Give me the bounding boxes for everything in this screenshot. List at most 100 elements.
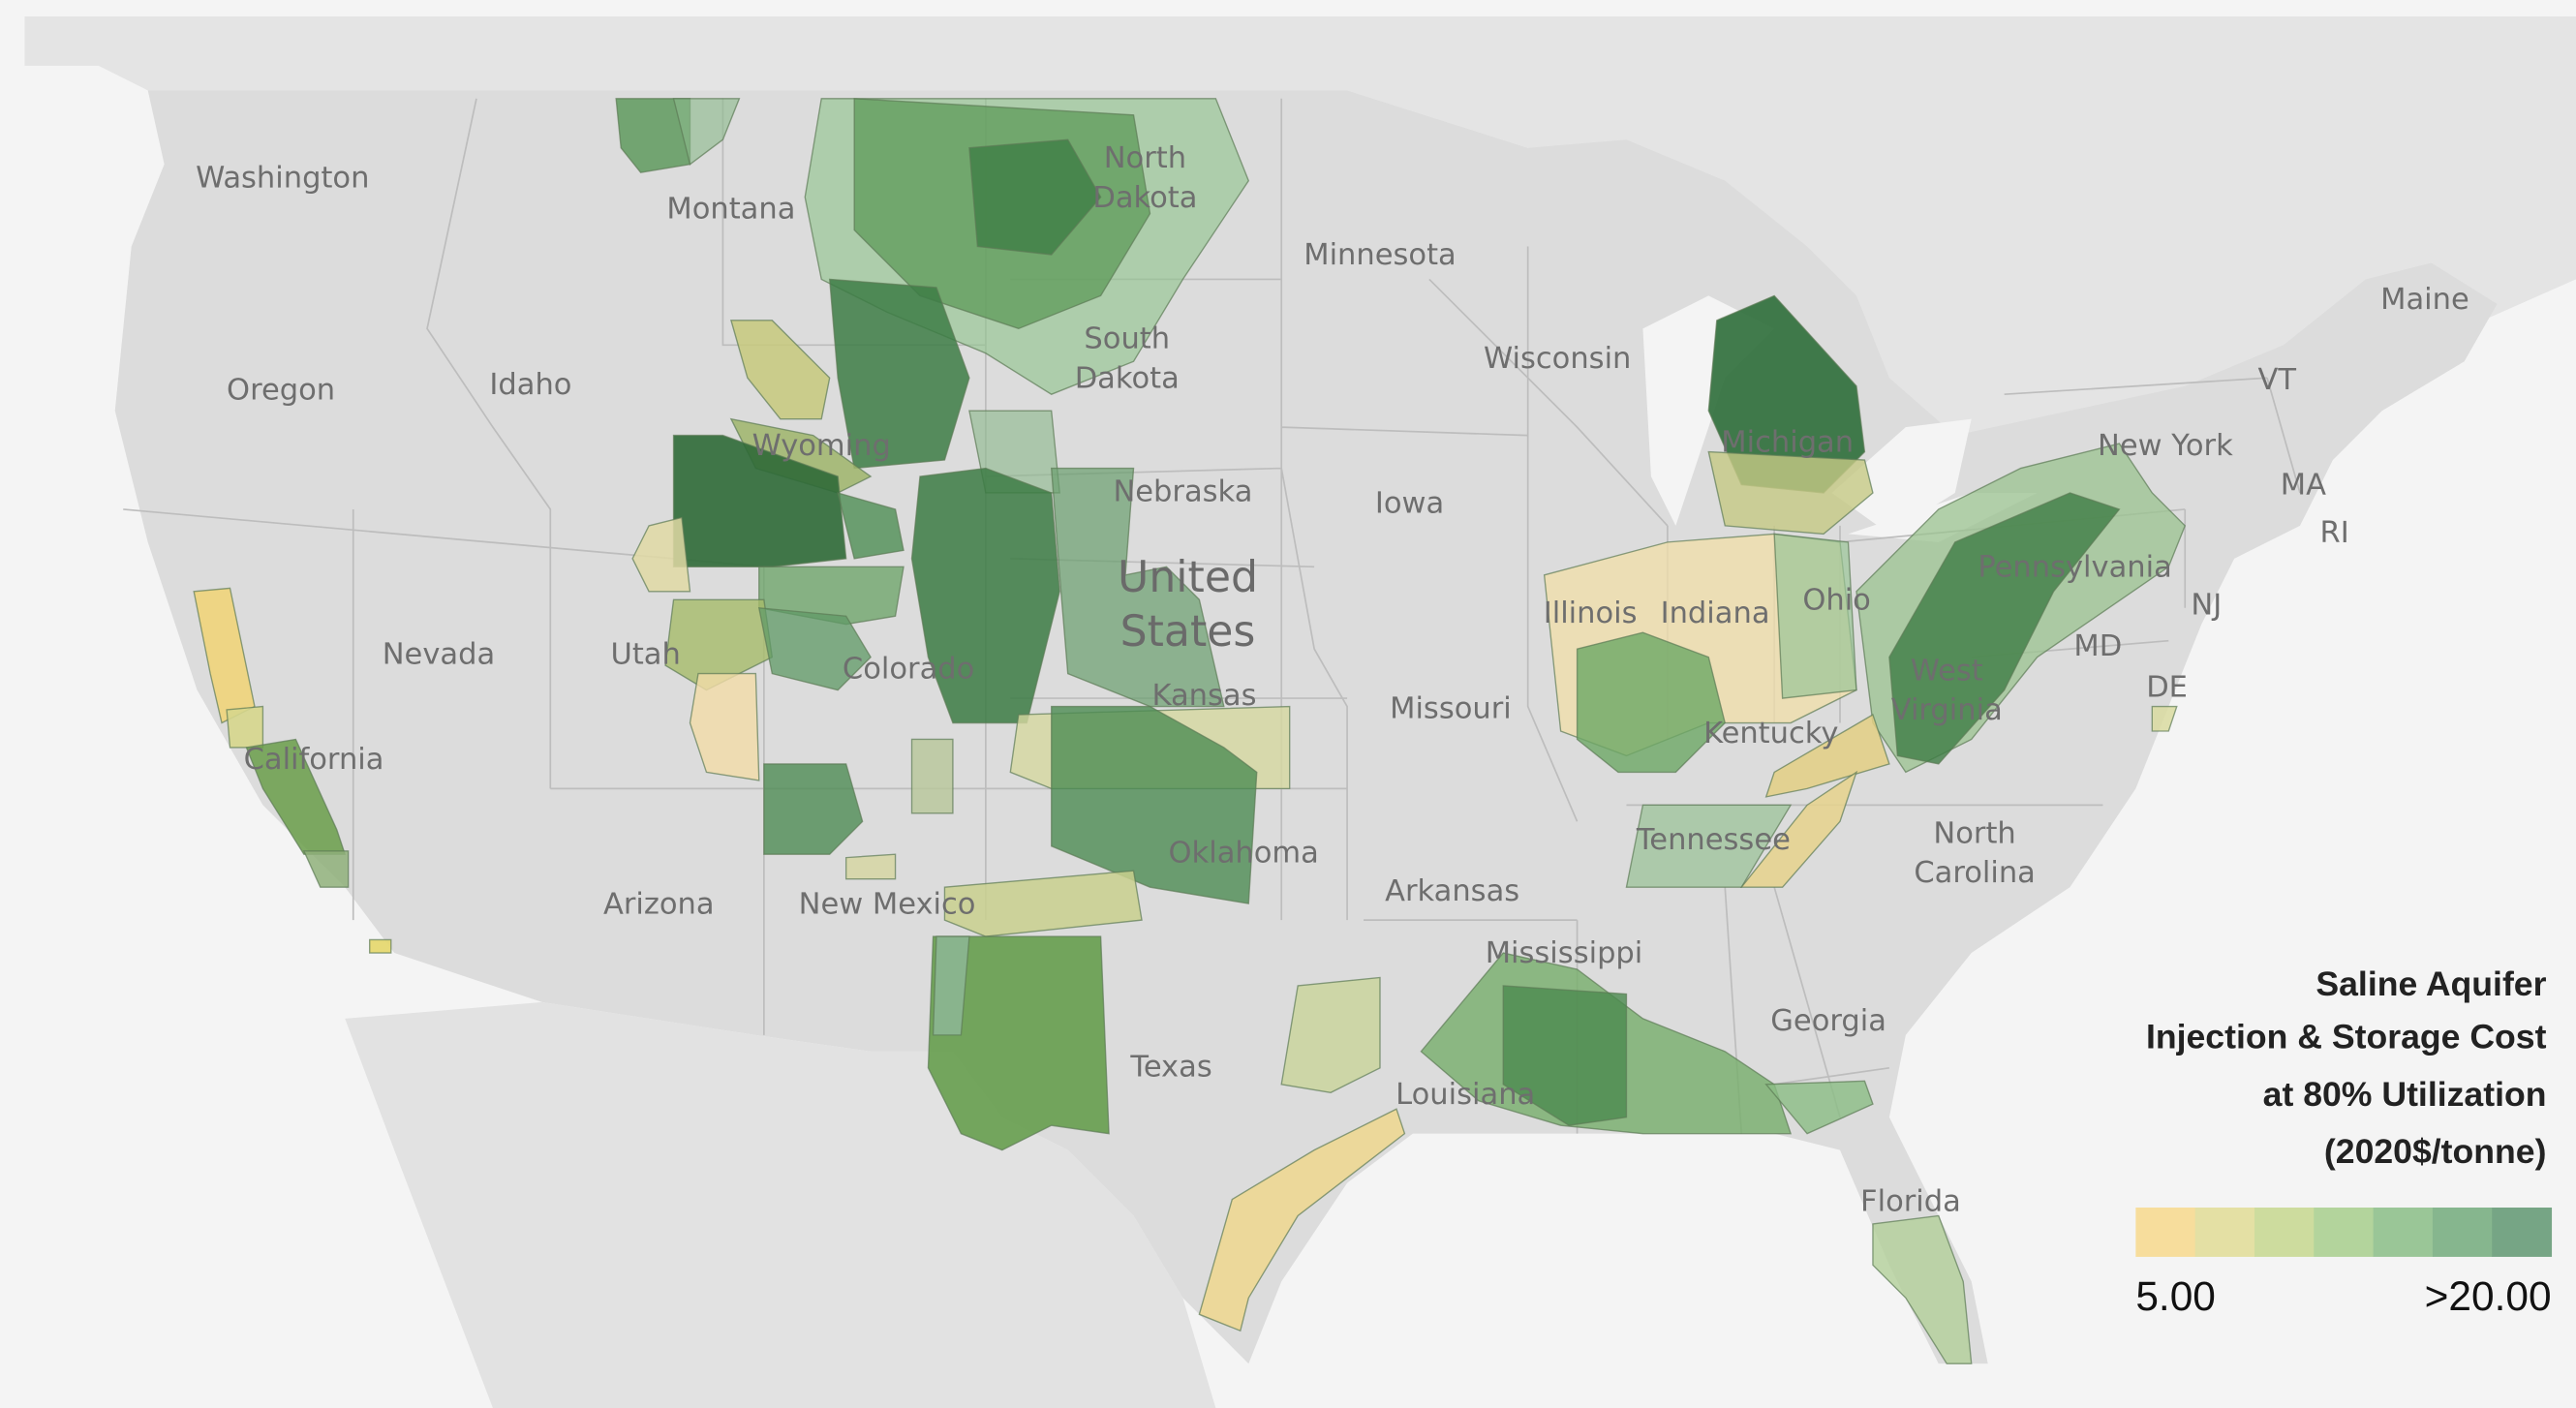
legend-swatch xyxy=(2492,1208,2553,1257)
aquifer-regions xyxy=(193,98,2187,1364)
legend-swatch xyxy=(2194,1208,2255,1257)
aquifer xyxy=(968,138,1102,256)
aquifer xyxy=(1739,770,1858,888)
aquifer xyxy=(932,935,970,1036)
state-label: Tennessee xyxy=(1636,823,1791,857)
legend-swatch xyxy=(2314,1208,2375,1257)
aquifer xyxy=(1764,1080,1874,1135)
aquifer xyxy=(631,516,691,593)
state-label: Illinois xyxy=(1544,597,1638,630)
aquifer xyxy=(844,853,897,880)
legend-title: (2020$/tonne) xyxy=(2324,1132,2547,1171)
state-label: Idaho xyxy=(489,368,571,402)
state-label: Virginia xyxy=(1891,693,2003,727)
aquifer xyxy=(927,935,1110,1151)
country-label: United xyxy=(1118,553,1258,602)
state-label: North xyxy=(1933,816,2015,850)
country-label: States xyxy=(1120,607,1256,657)
state-label: Colorado xyxy=(843,653,974,687)
legend-title: at 80% Utilization xyxy=(2263,1075,2547,1114)
aquifer xyxy=(1707,450,1874,536)
state-label: North xyxy=(1104,141,1186,175)
state-label: Oregon xyxy=(227,373,335,407)
state-label: RI xyxy=(2320,516,2349,550)
state-label: Kansas xyxy=(1151,679,1256,713)
aquifer xyxy=(1502,985,1628,1126)
state-label: Michigan xyxy=(1721,426,1854,460)
aquifer xyxy=(672,98,741,166)
state-label: Nebraska xyxy=(1113,474,1252,508)
aquifer xyxy=(1051,705,1258,904)
state-label: NJ xyxy=(2191,589,2222,623)
state-label: Nevada xyxy=(383,637,495,671)
aquifer xyxy=(2151,705,2178,732)
state-label: Oklahoma xyxy=(1169,837,1319,871)
legend-swatch xyxy=(2432,1208,2493,1257)
state-label: Arizona xyxy=(603,887,715,921)
state-label: Arkansas xyxy=(1385,874,1519,908)
canada xyxy=(24,15,2576,526)
legend-swatch xyxy=(2254,1208,2315,1257)
legend-swatch xyxy=(2135,1208,2196,1257)
state-label: Dakota xyxy=(1075,361,1180,395)
aquifer xyxy=(1576,631,1727,774)
state-label: Florida xyxy=(1860,1184,1961,1218)
aquifer xyxy=(1888,492,2121,765)
state-label: West xyxy=(1911,654,1983,688)
state-label: New York xyxy=(2098,429,2233,463)
state-label: Mississippi xyxy=(1486,936,1643,970)
state-label: Maine xyxy=(2380,283,2469,317)
legend-swatch xyxy=(2373,1208,2434,1257)
state-label: Georgia xyxy=(1770,1004,1886,1038)
state-label: Texas xyxy=(1129,1050,1211,1084)
state-label: DE xyxy=(2146,670,2188,704)
lake-huron xyxy=(1831,418,1972,535)
state-label: Louisiana xyxy=(1395,1078,1535,1112)
state-label: Iowa xyxy=(1375,486,1444,520)
legend-max: >20.00 xyxy=(2425,1273,2552,1319)
state-label: Ohio xyxy=(1802,583,1871,617)
state-label: California xyxy=(244,743,384,777)
state-label: MD xyxy=(2073,629,2122,663)
aquifer xyxy=(837,492,905,560)
aquifer xyxy=(1872,1214,1973,1364)
aquifer xyxy=(943,870,1143,937)
usa-land xyxy=(114,90,2498,1364)
state-label: Dakota xyxy=(1092,181,1197,215)
state-label: Montana xyxy=(666,193,795,227)
state-label: Utah xyxy=(611,637,681,671)
state-label: VT xyxy=(2257,363,2296,397)
state-label: Wisconsin xyxy=(1484,342,1631,376)
state-label: MA xyxy=(2281,469,2326,503)
aquifer xyxy=(910,738,954,814)
aquifer xyxy=(1050,467,1225,708)
legend-min: 5.00 xyxy=(2135,1273,2216,1319)
state-label: South xyxy=(1084,322,1170,356)
legend-title: Saline Aquifer xyxy=(2315,964,2546,1003)
map-labels: Washington Montana Minnesota Oregon Idaho Nor… xyxy=(196,141,2469,1218)
legend: Saline Aquifer Injection & Storage Cost at… xyxy=(2135,964,2553,1319)
state-label: Washington xyxy=(196,161,369,195)
mexico xyxy=(345,1001,1216,1408)
aquifer xyxy=(369,938,392,954)
aquifer xyxy=(689,672,760,781)
aquifer xyxy=(757,606,872,691)
aquifer xyxy=(226,705,264,749)
aquifer xyxy=(828,278,970,470)
aquifer xyxy=(1764,714,1890,798)
state-label: Pennsylvania xyxy=(1978,551,2171,585)
state-label: Kentucky xyxy=(1703,717,1838,750)
aquifer xyxy=(1280,976,1381,1093)
aquifer xyxy=(1198,1108,1406,1332)
state-label: Missouri xyxy=(1390,691,1512,725)
state-label: Minnesota xyxy=(1303,238,1456,272)
state-label: Wyoming xyxy=(752,429,891,463)
state-label: New Mexico xyxy=(799,887,976,921)
aquifer xyxy=(302,850,350,888)
state-label: Indiana xyxy=(1661,597,1770,630)
legend-title: Injection & Storage Cost xyxy=(2146,1017,2547,1056)
aquifer xyxy=(763,763,864,855)
state-label: Carolina xyxy=(1914,856,2036,890)
